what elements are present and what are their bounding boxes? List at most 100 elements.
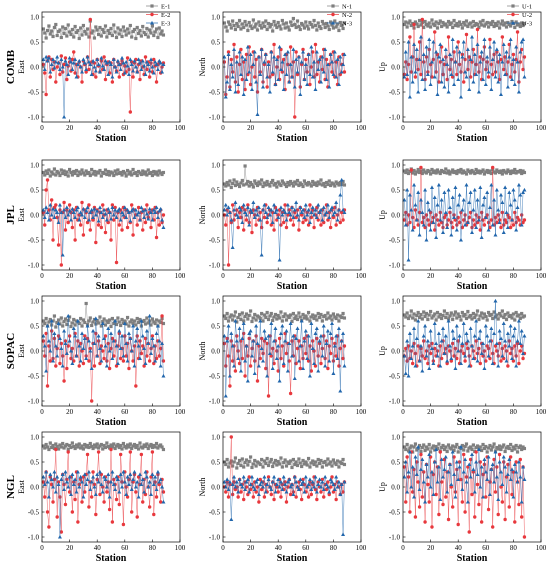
data-point — [453, 169, 458, 174]
data-point — [244, 479, 249, 484]
data-point — [223, 484, 228, 489]
data-point — [441, 230, 446, 234]
data-point — [43, 223, 47, 227]
data-point — [262, 339, 267, 343]
data-point — [319, 312, 323, 317]
data-point — [445, 489, 450, 494]
data-point — [254, 490, 258, 494]
data-point — [42, 482, 47, 486]
legend-label: U-1 — [522, 3, 532, 10]
data-point — [251, 316, 255, 320]
data-point — [470, 492, 474, 497]
data-point — [237, 361, 242, 366]
data-point — [419, 165, 423, 170]
data-point — [334, 316, 338, 321]
data-point — [128, 110, 133, 114]
data-point — [479, 351, 484, 355]
data-point — [81, 171, 85, 175]
data-point — [284, 464, 289, 468]
data-point — [414, 336, 419, 340]
data-point — [301, 479, 306, 484]
data-point — [47, 344, 51, 348]
y-tick-label: 1.0 — [391, 433, 400, 441]
data-point — [153, 210, 158, 214]
data-point — [324, 487, 329, 492]
data-point — [120, 210, 125, 214]
data-point — [311, 459, 315, 463]
data-point — [328, 52, 333, 56]
data-point — [459, 22, 463, 27]
data-point — [288, 492, 293, 497]
data-point — [248, 482, 253, 486]
data-point — [440, 24, 444, 29]
x-tick-label: 20 — [247, 272, 255, 280]
y-axis-label: Up — [378, 62, 387, 72]
data-point — [462, 351, 466, 356]
data-point — [126, 72, 131, 76]
series-line — [224, 46, 345, 115]
data-point — [112, 218, 116, 222]
data-point — [77, 442, 81, 446]
data-point — [117, 75, 121, 79]
data-point — [107, 59, 112, 64]
data-point — [416, 190, 421, 194]
data-point — [331, 490, 336, 494]
y-tick-label: 0.0 — [391, 211, 400, 219]
data-point — [238, 482, 243, 486]
data-point — [464, 479, 469, 484]
data-point — [445, 311, 449, 316]
data-point — [464, 442, 469, 446]
data-point — [137, 31, 141, 36]
data-point — [481, 316, 485, 320]
data-point — [470, 25, 474, 29]
data-point — [475, 482, 480, 487]
data-point — [160, 29, 164, 33]
data-point — [70, 441, 74, 445]
data-point — [109, 331, 113, 335]
data-point — [157, 338, 162, 343]
data-point — [283, 26, 287, 30]
data-point — [247, 20, 251, 25]
data-point — [508, 37, 513, 41]
legend-marker — [511, 20, 515, 25]
data-point — [452, 82, 457, 86]
data-point — [79, 316, 83, 321]
data-point — [94, 25, 98, 29]
data-point — [138, 28, 142, 33]
data-point — [339, 482, 344, 486]
data-point — [75, 62, 80, 66]
data-point — [44, 169, 48, 173]
data-point — [65, 34, 69, 38]
data-point — [68, 59, 73, 64]
data-point — [80, 33, 84, 37]
data-point — [146, 446, 150, 451]
data-point — [507, 54, 512, 59]
data-point — [429, 450, 433, 454]
data-point — [144, 474, 149, 479]
data-point — [463, 510, 467, 514]
data-point — [426, 447, 430, 451]
data-point — [160, 172, 164, 177]
data-point — [315, 28, 319, 32]
data-point — [493, 344, 498, 348]
data-point — [410, 490, 415, 494]
data-point — [80, 69, 85, 74]
data-point — [322, 22, 326, 26]
data-point — [60, 64, 65, 69]
data-point — [95, 442, 99, 446]
data-point — [495, 23, 499, 28]
data-point — [508, 477, 513, 481]
data-point — [270, 366, 275, 370]
data-point — [229, 313, 233, 317]
y-tick-label: -1.0 — [209, 113, 221, 121]
data-point — [413, 75, 418, 79]
data-point — [409, 484, 414, 489]
data-point — [241, 321, 246, 325]
data-point — [262, 328, 267, 333]
data-point — [446, 318, 451, 323]
data-point — [503, 72, 508, 76]
data-point — [247, 222, 252, 227]
data-point — [402, 74, 407, 79]
data-point — [445, 171, 449, 175]
data-point — [56, 243, 61, 247]
